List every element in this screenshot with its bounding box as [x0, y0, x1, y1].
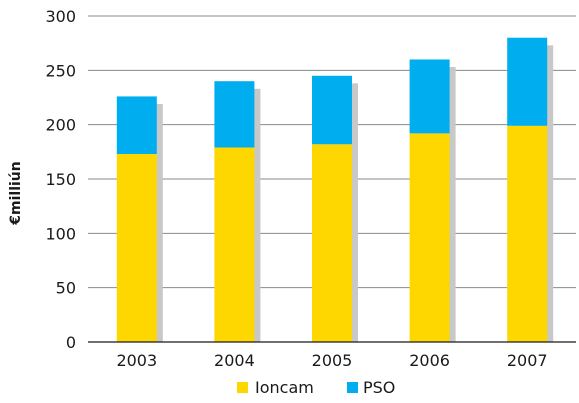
y-tick-label: 300 [45, 7, 76, 26]
y-tick-label: 150 [45, 170, 76, 189]
x-tick-label: 2004 [214, 351, 255, 370]
y-tick-label: 100 [45, 224, 76, 243]
x-tick-label: 2003 [116, 351, 157, 370]
y-tick-label: 250 [45, 61, 76, 80]
bar-pso-2007 [507, 38, 547, 126]
x-tick-labels: 2003 2004 2005 2006 2007 [116, 351, 547, 370]
bars [117, 38, 547, 342]
y-tick-labels: 0 50 100 150 200 250 300 [45, 7, 76, 352]
x-tick-label: 2005 [312, 351, 353, 370]
legend-swatch-pso [347, 382, 358, 393]
y-tick-label: 200 [45, 116, 76, 135]
bar-ioncam-2003 [117, 154, 157, 342]
legend-swatch-ioncam [237, 382, 248, 393]
bar-ioncam-2004 [214, 147, 254, 342]
bar-ioncam-2006 [410, 133, 450, 342]
x-tick-label: 2007 [507, 351, 548, 370]
legend-label-ioncam: Ioncam [255, 378, 314, 397]
y-axis-label: €milliún [8, 161, 24, 225]
bar-ioncam-2005 [312, 144, 352, 342]
bar-pso-2005 [312, 76, 352, 144]
y-tick-label: 0 [66, 333, 76, 352]
bar-pso-2006 [410, 59, 450, 133]
bar-pso-2003 [117, 96, 157, 154]
bar-pso-2004 [214, 81, 254, 147]
x-tick-label: 2006 [409, 351, 450, 370]
y-tick-label: 50 [56, 279, 76, 298]
legend-label-pso: PSO [363, 378, 395, 397]
legend: Ioncam PSO [237, 378, 395, 397]
bar-ioncam-2007 [507, 126, 547, 342]
